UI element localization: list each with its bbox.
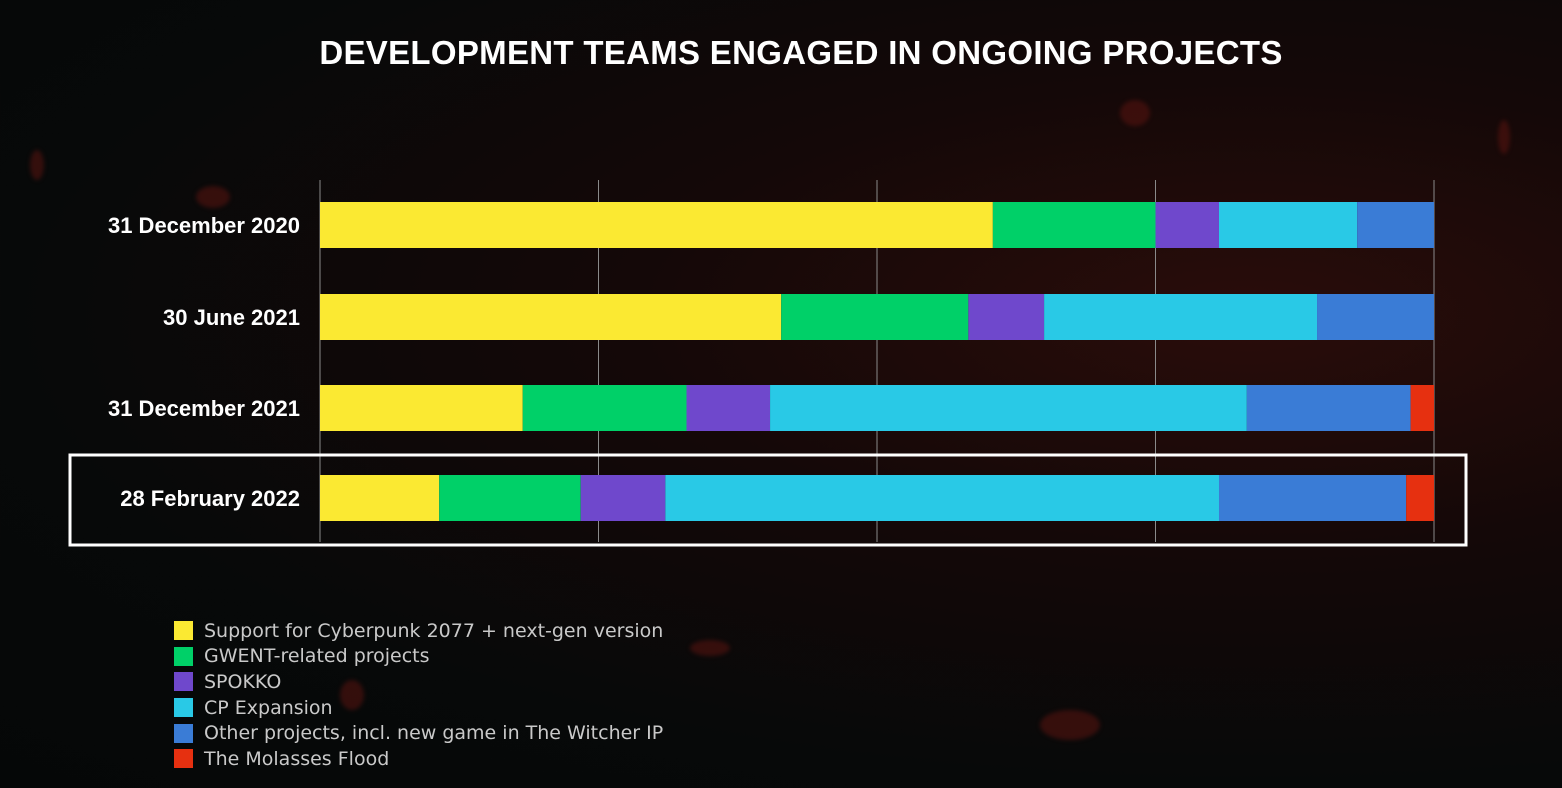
category-label-3: 28 February 2022: [120, 486, 300, 511]
bar-segment-0-3: [1218, 202, 1358, 248]
legend-item-4: Other projects, incl. new game in The Wi…: [174, 720, 663, 746]
bar-segment-3-4: [1218, 475, 1407, 521]
bar-segment-0-2: [1155, 202, 1219, 248]
bar-segment-1-3: [1044, 294, 1318, 340]
legend-item-3: CP Expansion: [174, 695, 663, 721]
legend-label: CP Expansion: [204, 696, 333, 719]
bar-segment-2-2: [686, 385, 771, 431]
bar-segment-2-3: [770, 385, 1247, 431]
bar-segment-0-1: [992, 202, 1156, 248]
bar-segment-3-5: [1406, 475, 1434, 521]
stacked-bar-chart: 31 December 2020 30 June 2021 31 December …: [68, 180, 1468, 547]
bar-segment-0-0: [320, 202, 993, 248]
legend-item-2: SPOKKO: [174, 669, 663, 695]
category-label-1: 30 June 2021: [163, 305, 300, 330]
bar-segment-1-2: [968, 294, 1045, 340]
bar-segment-2-0: [320, 385, 523, 431]
bar-segment-3-0: [320, 475, 440, 521]
legend-item-0: Support for Cyberpunk 2077 + next-gen ve…: [174, 618, 663, 644]
legend: Support for Cyberpunk 2077 + next-gen ve…: [174, 618, 663, 772]
bar-segment-3-3: [665, 475, 1219, 521]
legend-swatch: [174, 749, 193, 769]
chart-title: DEVELOPMENT TEAMS ENGAGED IN ONGOING PRO…: [319, 34, 1283, 71]
legend-item-5: The Molasses Flood: [174, 746, 663, 772]
legend-swatch: [174, 698, 193, 718]
legend-item-1: GWENT-related projects: [174, 644, 663, 670]
bar-segment-3-2: [580, 475, 666, 521]
bar-segment-0-4: [1357, 202, 1434, 248]
bar-segment-3-1: [439, 475, 581, 521]
category-label-0: 31 December 2020: [108, 213, 300, 238]
legend-swatch: [174, 672, 193, 692]
highlight-box: [68, 453, 1468, 547]
category-label-2: 31 December 2021: [108, 396, 300, 421]
category-labels: 31 December 2020 30 June 2021 31 December …: [108, 213, 300, 511]
legend-label: Support for Cyberpunk 2077 + next-gen ve…: [204, 619, 664, 642]
bar-segment-2-5: [1410, 385, 1434, 431]
bars: [320, 202, 1434, 521]
legend-label: Other projects, incl. new game in The Wi…: [204, 722, 664, 745]
legend-label: The Molasses Flood: [204, 747, 390, 770]
legend-label: SPOKKO: [204, 670, 282, 693]
legend-swatch: [174, 621, 193, 641]
legend-swatch: [174, 723, 193, 743]
legend-swatch: [174, 646, 193, 666]
bar-segment-1-0: [320, 294, 782, 340]
legend-label: GWENT-related projects: [204, 645, 430, 668]
bar-segment-2-1: [522, 385, 687, 431]
bar-segment-1-4: [1317, 294, 1434, 340]
bar-segment-1-1: [781, 294, 969, 340]
bar-segment-2-4: [1246, 385, 1411, 431]
